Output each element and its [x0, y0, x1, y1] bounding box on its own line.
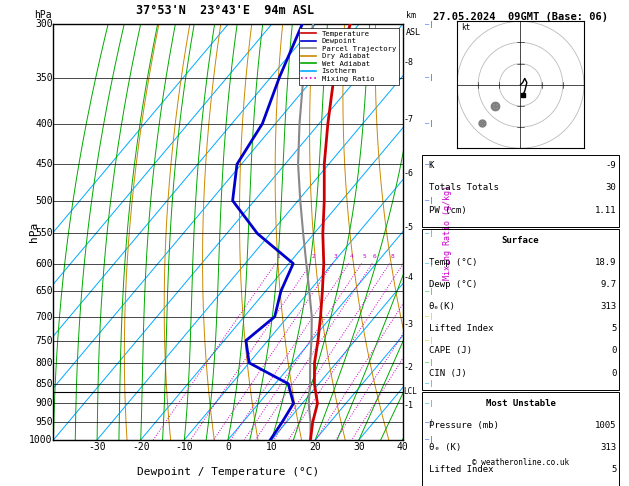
Text: —|: —| [425, 288, 433, 295]
Text: Mixing Ratio (g/kg): Mixing Ratio (g/kg) [443, 185, 452, 279]
Text: 600: 600 [35, 259, 53, 269]
Text: © weatheronline.co.uk: © weatheronline.co.uk [472, 458, 569, 467]
Text: km: km [406, 11, 416, 20]
Bar [423, 393, 619, 486]
Text: —|: —| [425, 400, 433, 407]
Text: 40: 40 [397, 442, 408, 452]
Text: 1.11: 1.11 [595, 206, 616, 215]
Text: Pressure (mb): Pressure (mb) [428, 421, 498, 430]
Text: Lifted Index: Lifted Index [428, 324, 493, 333]
Bar [423, 155, 619, 227]
Text: 650: 650 [35, 286, 53, 296]
Text: 6: 6 [373, 255, 377, 260]
Text: 30: 30 [353, 442, 365, 452]
Text: 5: 5 [362, 255, 366, 260]
Text: —|: —| [425, 74, 433, 81]
Text: 9.7: 9.7 [601, 280, 616, 289]
Text: 20: 20 [309, 442, 321, 452]
Text: 700: 700 [35, 312, 53, 322]
Text: CIN (J): CIN (J) [428, 368, 466, 378]
Text: 1: 1 [277, 255, 281, 260]
Text: 37°53'N  23°43'E  94m ASL: 37°53'N 23°43'E 94m ASL [136, 4, 314, 17]
Text: -8: -8 [403, 58, 413, 67]
Text: 0: 0 [611, 368, 616, 378]
Text: hPa: hPa [34, 10, 52, 20]
Text: -1: -1 [403, 401, 413, 410]
Text: K: K [428, 161, 434, 170]
Text: —|: —| [425, 418, 433, 426]
Text: 30: 30 [606, 183, 616, 192]
Text: 10: 10 [266, 442, 277, 452]
Text: hPa: hPa [30, 222, 39, 242]
Text: 1005: 1005 [595, 421, 616, 430]
Text: Lifted Index: Lifted Index [428, 465, 493, 474]
Text: Surface: Surface [502, 236, 539, 244]
Text: PW (cm): PW (cm) [428, 206, 466, 215]
Text: Dewp (°C): Dewp (°C) [428, 280, 477, 289]
Text: -20: -20 [132, 442, 150, 452]
Bar [423, 229, 619, 390]
Text: 300: 300 [35, 19, 53, 29]
Text: 5: 5 [611, 324, 616, 333]
Text: —|: —| [425, 120, 433, 127]
Text: —|: —| [425, 380, 433, 387]
Text: 313: 313 [601, 443, 616, 452]
Text: 1000: 1000 [30, 435, 53, 445]
Text: 500: 500 [35, 195, 53, 206]
Text: -7: -7 [403, 115, 413, 124]
Legend: Temperature, Dewpoint, Parcel Trajectory, Dry Adiabat, Wet Adiabat, Isotherm, Mi: Temperature, Dewpoint, Parcel Trajectory… [299, 28, 399, 85]
Text: 5: 5 [611, 465, 616, 474]
Text: θₑ(K): θₑ(K) [428, 302, 455, 311]
Text: Totals Totals: Totals Totals [428, 183, 498, 192]
Text: —|: —| [425, 21, 433, 28]
Text: 0: 0 [225, 442, 231, 452]
Text: θₑ (K): θₑ (K) [428, 443, 461, 452]
Text: 550: 550 [35, 228, 53, 239]
Text: —|: —| [425, 359, 433, 366]
Text: 800: 800 [35, 358, 53, 368]
Text: 750: 750 [35, 335, 53, 346]
Text: ASL: ASL [406, 28, 421, 37]
Text: —|: —| [425, 337, 433, 344]
Text: —|: —| [425, 313, 433, 320]
Text: -5: -5 [403, 223, 413, 232]
Text: 0: 0 [611, 347, 616, 355]
Text: 2: 2 [312, 255, 316, 260]
Text: -30: -30 [88, 442, 106, 452]
Text: 18.9: 18.9 [595, 258, 616, 267]
Text: —|: —| [425, 197, 433, 204]
Text: -4: -4 [403, 273, 413, 282]
Text: 3: 3 [333, 255, 337, 260]
Text: —|: —| [425, 230, 433, 237]
Text: 850: 850 [35, 379, 53, 389]
Text: —|: —| [425, 436, 433, 443]
Text: 8: 8 [391, 255, 394, 260]
Text: 313: 313 [601, 302, 616, 311]
Text: Temp (°C): Temp (°C) [428, 258, 477, 267]
Text: -6: -6 [403, 169, 413, 178]
Text: 450: 450 [35, 159, 53, 169]
Text: 900: 900 [35, 399, 53, 408]
Text: Dewpoint / Temperature (°C): Dewpoint / Temperature (°C) [137, 467, 319, 477]
Text: 400: 400 [35, 119, 53, 129]
Text: -9: -9 [606, 161, 616, 170]
Text: 4: 4 [350, 255, 353, 260]
Text: 350: 350 [35, 72, 53, 83]
Text: 27.05.2024  09GMT (Base: 06): 27.05.2024 09GMT (Base: 06) [433, 12, 608, 22]
Text: -10: -10 [175, 442, 193, 452]
Text: -3: -3 [403, 320, 413, 329]
Text: Most Unstable: Most Unstable [486, 399, 555, 408]
Text: 950: 950 [35, 417, 53, 427]
Text: LCL: LCL [403, 387, 417, 396]
Text: —|: —| [425, 161, 433, 168]
Text: CAPE (J): CAPE (J) [428, 347, 472, 355]
Text: -2: -2 [403, 363, 413, 372]
Text: —|: —| [425, 260, 433, 267]
